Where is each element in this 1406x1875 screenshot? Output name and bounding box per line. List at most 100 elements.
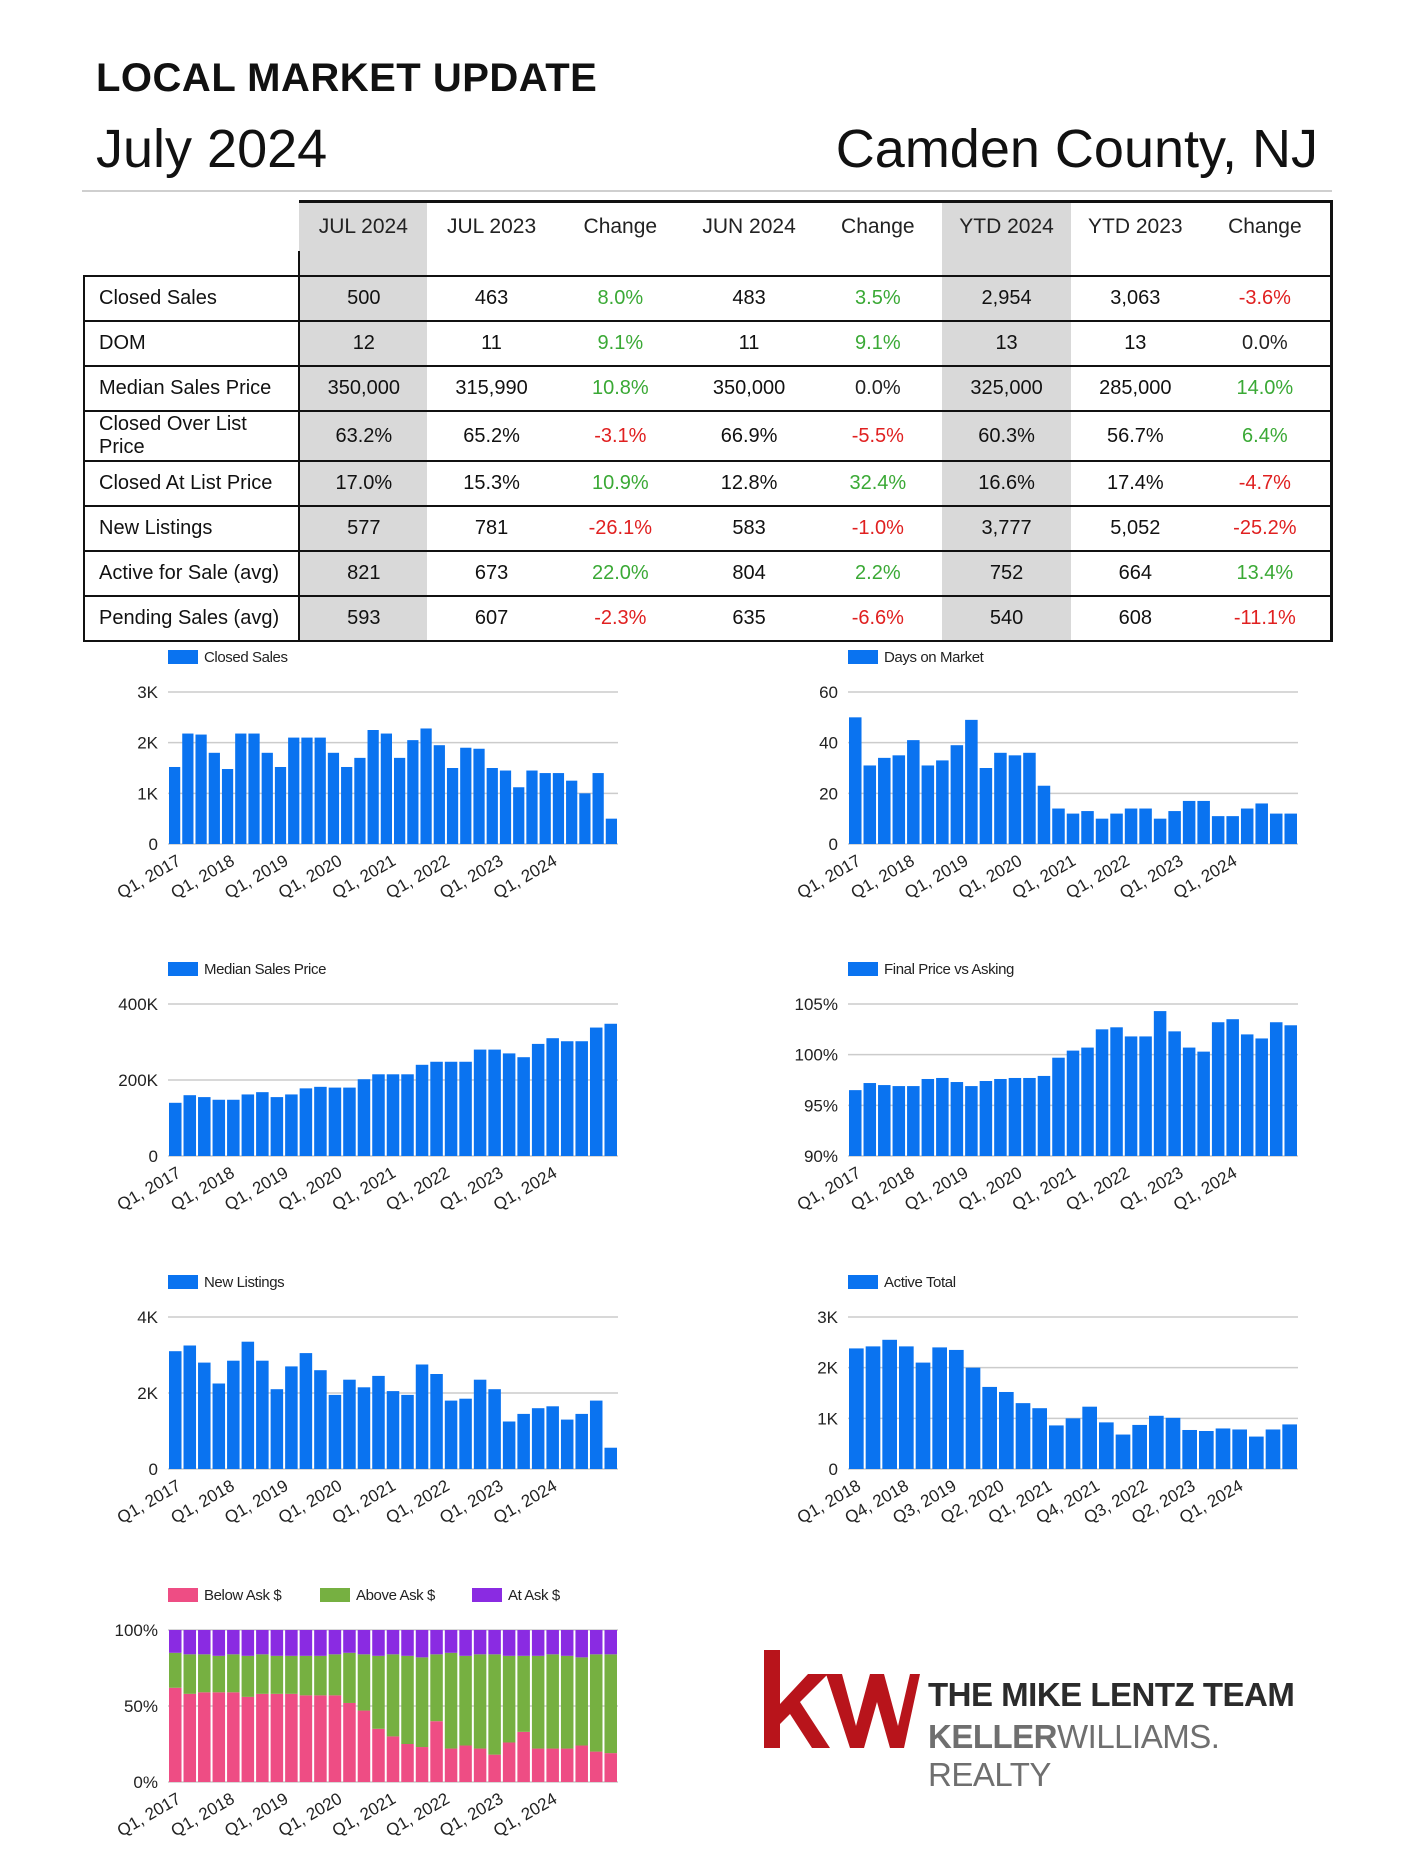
bar bbox=[936, 760, 949, 844]
bar bbox=[256, 1092, 269, 1156]
bar-segment bbox=[459, 1745, 472, 1782]
bar-segment bbox=[604, 1753, 617, 1782]
row-label: DOM bbox=[82, 321, 301, 367]
bar bbox=[589, 1400, 603, 1469]
header-spacer-cell bbox=[942, 251, 1071, 277]
table-cell: 500 bbox=[299, 276, 428, 322]
legend-label: Below Ask $ bbox=[204, 1587, 282, 1604]
bar bbox=[575, 1041, 588, 1156]
bar bbox=[517, 1057, 530, 1156]
bar bbox=[270, 1389, 284, 1469]
table-cell: 3,063 bbox=[1070, 276, 1200, 322]
bar-segment bbox=[227, 1692, 240, 1782]
bar-segment bbox=[604, 1654, 617, 1754]
bar bbox=[415, 1364, 429, 1469]
bar bbox=[892, 755, 906, 844]
bar bbox=[488, 1049, 501, 1156]
legend-label: Final Price vs Asking bbox=[884, 961, 1014, 978]
header-spacer-cell bbox=[299, 251, 428, 277]
table-cell: 65.2% bbox=[427, 411, 556, 462]
row-label: New Listings bbox=[82, 506, 301, 552]
table-cell: 3.5% bbox=[813, 276, 943, 322]
bar bbox=[1081, 811, 1094, 844]
table-cell: 463 bbox=[427, 276, 556, 322]
bar bbox=[950, 745, 964, 844]
bar bbox=[1168, 811, 1181, 844]
bar bbox=[878, 1085, 891, 1156]
bar-segment bbox=[314, 1630, 327, 1656]
table-cell: -1.0% bbox=[813, 506, 943, 552]
bar-segment bbox=[575, 1630, 588, 1658]
bar-segment bbox=[183, 1630, 197, 1655]
bar-segment bbox=[517, 1731, 530, 1782]
bar bbox=[1153, 1011, 1167, 1156]
bar bbox=[420, 728, 432, 844]
bar-segment bbox=[473, 1654, 487, 1749]
bar bbox=[604, 1447, 617, 1469]
table-cell: -2.3% bbox=[555, 596, 685, 642]
bar-segment bbox=[198, 1654, 211, 1693]
legend-swatch bbox=[168, 1275, 198, 1289]
bar bbox=[182, 733, 194, 844]
bar bbox=[907, 1086, 920, 1156]
y-tick-label: 20 bbox=[819, 784, 838, 803]
bar bbox=[1132, 1424, 1147, 1469]
column-header: JUN 2024 bbox=[684, 200, 814, 251]
bar bbox=[1023, 1077, 1036, 1156]
bar-segment bbox=[270, 1693, 284, 1782]
bar bbox=[932, 1347, 947, 1469]
table-row: DOM 12 11 9.1% 11 9.1% 13 13 0.0% bbox=[82, 321, 1333, 367]
bar bbox=[248, 733, 260, 844]
table-cell: -11.1% bbox=[1199, 596, 1333, 642]
legend-swatch bbox=[848, 650, 878, 664]
y-tick-label: 1K bbox=[817, 1409, 838, 1428]
bar bbox=[227, 1360, 240, 1469]
table-cell: 664 bbox=[1070, 551, 1200, 597]
bar bbox=[430, 1374, 443, 1469]
table-spacer bbox=[84, 251, 301, 277]
bar bbox=[1110, 1027, 1123, 1156]
bar-segment bbox=[169, 1687, 182, 1782]
legend-label: Median Sales Price bbox=[204, 961, 326, 978]
bar bbox=[1008, 755, 1022, 844]
closed-sales-chart: Closed Sales 0 1K 2K 3K Q1, 2017 Q1, 2018 Q1, 2… bbox=[88, 640, 628, 920]
table-cell: 483 bbox=[684, 276, 814, 322]
bar-segment bbox=[285, 1630, 298, 1656]
bar bbox=[863, 765, 877, 844]
y-tick-label: 4K bbox=[137, 1308, 158, 1327]
bar-segment bbox=[401, 1655, 414, 1744]
bar bbox=[1008, 1077, 1022, 1156]
bar bbox=[526, 770, 538, 844]
bar bbox=[949, 1349, 964, 1469]
table-cell: 15.3% bbox=[427, 461, 556, 507]
bar-segment bbox=[357, 1710, 371, 1782]
bar-segment bbox=[444, 1748, 458, 1782]
bar-segment bbox=[314, 1655, 327, 1696]
y-tick-label: 100% bbox=[115, 1621, 158, 1640]
active-total-chart: Active Total 0 1K 2K 3K Q1, 2018 Q4, 2018 Q3, 2… bbox=[768, 1265, 1308, 1545]
bar bbox=[1095, 818, 1109, 844]
bar-segment bbox=[227, 1654, 240, 1693]
bar bbox=[274, 766, 287, 844]
y-tick-label: 3K bbox=[817, 1308, 838, 1327]
bar bbox=[1153, 818, 1167, 844]
bar-segment bbox=[256, 1654, 269, 1694]
legend-swatch bbox=[320, 1588, 350, 1602]
bar bbox=[531, 1043, 545, 1156]
bar bbox=[372, 1375, 385, 1469]
table-cell: 583 bbox=[684, 506, 814, 552]
column-header: YTD 2023 bbox=[1070, 200, 1200, 251]
y-tick-label: 90% bbox=[804, 1147, 838, 1166]
bar-segment bbox=[560, 1748, 574, 1782]
table-cell: 0.0% bbox=[813, 366, 943, 412]
bar bbox=[1265, 1429, 1281, 1469]
bar bbox=[1269, 813, 1283, 844]
bar bbox=[354, 757, 366, 844]
bar bbox=[1215, 1428, 1231, 1469]
bar-segment bbox=[415, 1747, 429, 1782]
bar bbox=[546, 1406, 559, 1469]
bar-segment bbox=[488, 1754, 501, 1782]
table-cell: 350,000 bbox=[299, 366, 428, 412]
bar bbox=[1110, 813, 1123, 844]
bar bbox=[386, 1391, 400, 1469]
